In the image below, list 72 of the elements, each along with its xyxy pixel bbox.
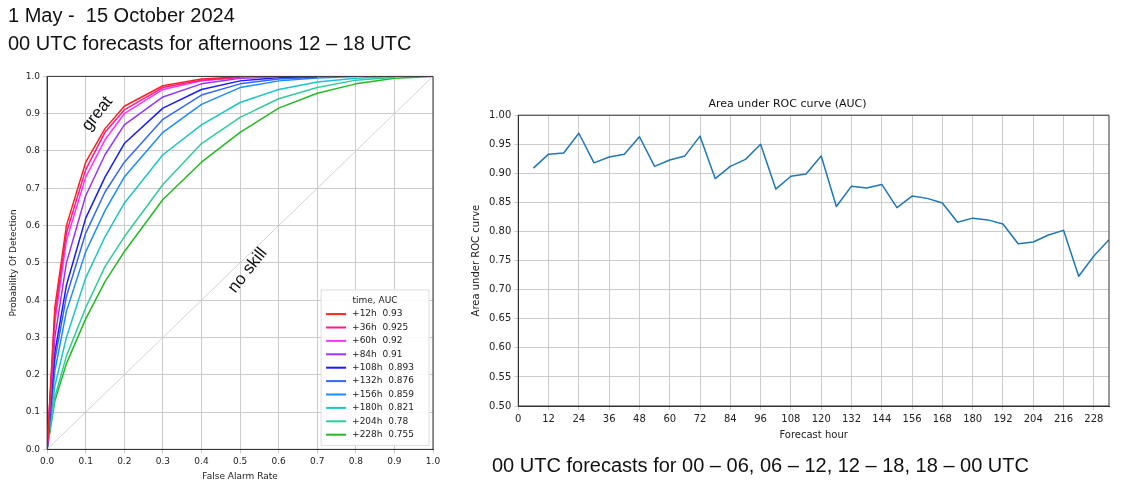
y-tick-label: 0.80 xyxy=(489,225,512,237)
x-axis-title: Forecast hour xyxy=(779,428,849,440)
y-tick-label: 0.50 xyxy=(489,399,512,411)
y-tick-label: 0.3 xyxy=(25,331,41,342)
chart-title: 1 May - 15 October 2024 xyxy=(8,4,235,27)
legend-label: +180h 0.821 xyxy=(352,402,415,413)
legend-label: +84h 0.91 xyxy=(352,348,403,359)
x-tick-label: 0.1 xyxy=(78,456,93,467)
x-tick-label: 0.4 xyxy=(194,456,209,467)
y-tick-label: 0.90 xyxy=(489,166,512,178)
legend-label: +204h 0.78 xyxy=(352,415,409,426)
x-tick-label: 0.7 xyxy=(310,456,325,467)
y-tick-label: 0.85 xyxy=(489,196,512,208)
y-tick-label: 0.75 xyxy=(489,254,512,266)
y-tick-label: 0.6 xyxy=(25,219,41,230)
x-tick-label: 144 xyxy=(872,412,892,424)
legend-label: +108h 0.893 xyxy=(352,362,415,373)
y-tick-label: 0.2 xyxy=(25,369,41,380)
x-tick-label: 1.0 xyxy=(425,456,441,467)
x-tick-label: 96 xyxy=(754,412,767,424)
x-tick-label: 48 xyxy=(633,412,646,424)
y-axis-title: Area under ROC curve xyxy=(469,204,481,317)
x-tick-label: 108 xyxy=(781,412,801,424)
x-tick-label: 156 xyxy=(902,412,922,424)
x-tick-label: 0.3 xyxy=(155,456,171,467)
y-tick-label: 0.0 xyxy=(25,443,41,454)
x-tick-label: 36 xyxy=(602,412,616,424)
x-tick-label: 168 xyxy=(932,412,952,424)
x-tick-label: 0.0 xyxy=(39,456,55,467)
y-tick-label: 1.0 xyxy=(25,70,41,81)
x-tick-label: 132 xyxy=(841,412,862,424)
y-tick-label: 0.7 xyxy=(25,182,41,193)
x-tick-label: 0.2 xyxy=(117,456,132,467)
x-tick-label: 72 xyxy=(693,412,707,424)
x-tick-label: 0.9 xyxy=(387,456,402,467)
x-tick-label: 84 xyxy=(723,412,737,424)
y-axis-title: Probability Of Detection xyxy=(7,209,18,317)
x-tick-label: 12 xyxy=(542,412,555,424)
x-tick-label: 204 xyxy=(1023,412,1043,424)
x-tick-label: 120 xyxy=(811,412,831,424)
x-tick-label: 60 xyxy=(663,412,677,424)
legend-label: +36h 0.925 xyxy=(352,321,409,332)
chart-title: Area under ROC curve (AUC) xyxy=(708,97,867,111)
y-tick-label: 0.8 xyxy=(25,145,41,156)
legend-label: +12h 0.93 xyxy=(352,308,403,319)
legend-label: +60h 0.92 xyxy=(352,335,403,346)
x-tick-label: 216 xyxy=(1054,412,1074,424)
x-tick-label: 0 xyxy=(515,412,522,424)
chart-subtitle: 00 UTC forecasts for afternoons 12 – 18 UTC xyxy=(8,32,412,55)
x-tick-label: 0.5 xyxy=(232,456,248,467)
y-tick-label: 0.65 xyxy=(489,312,512,324)
y-tick-label: 0.55 xyxy=(489,370,512,382)
y-tick-label: 1.00 xyxy=(489,108,512,120)
x-tick-label: 0.8 xyxy=(348,456,364,467)
legend-title: time, AUC xyxy=(352,295,398,306)
y-tick-label: 0.70 xyxy=(489,283,512,295)
x-tick-label: 192 xyxy=(993,412,1013,424)
annotation: no skill xyxy=(223,243,271,297)
y-tick-label: 0.5 xyxy=(25,257,41,268)
x-tick-label: 180 xyxy=(963,412,983,424)
y-tick-label: 0.4 xyxy=(25,294,41,305)
x-tick-label: 24 xyxy=(572,412,586,424)
y-tick-label: 0.9 xyxy=(25,108,41,119)
legend-label: +132h 0.876 xyxy=(352,375,415,386)
text: 00 UTC forecasts for 00 – 06, 06 – 12, 12 – 18, 18 – 00 UTC xyxy=(492,454,1029,477)
y-tick-label: 0.60 xyxy=(489,341,512,353)
y-tick-label: 0.95 xyxy=(489,137,512,149)
x-axis-title: False Alarm Rate xyxy=(202,470,279,481)
x-tick-label: 228 xyxy=(1084,412,1104,424)
legend-label: +228h 0.755 xyxy=(352,429,415,440)
legend-label: +156h 0.859 xyxy=(352,388,415,399)
x-tick-label: 0.6 xyxy=(271,456,287,467)
